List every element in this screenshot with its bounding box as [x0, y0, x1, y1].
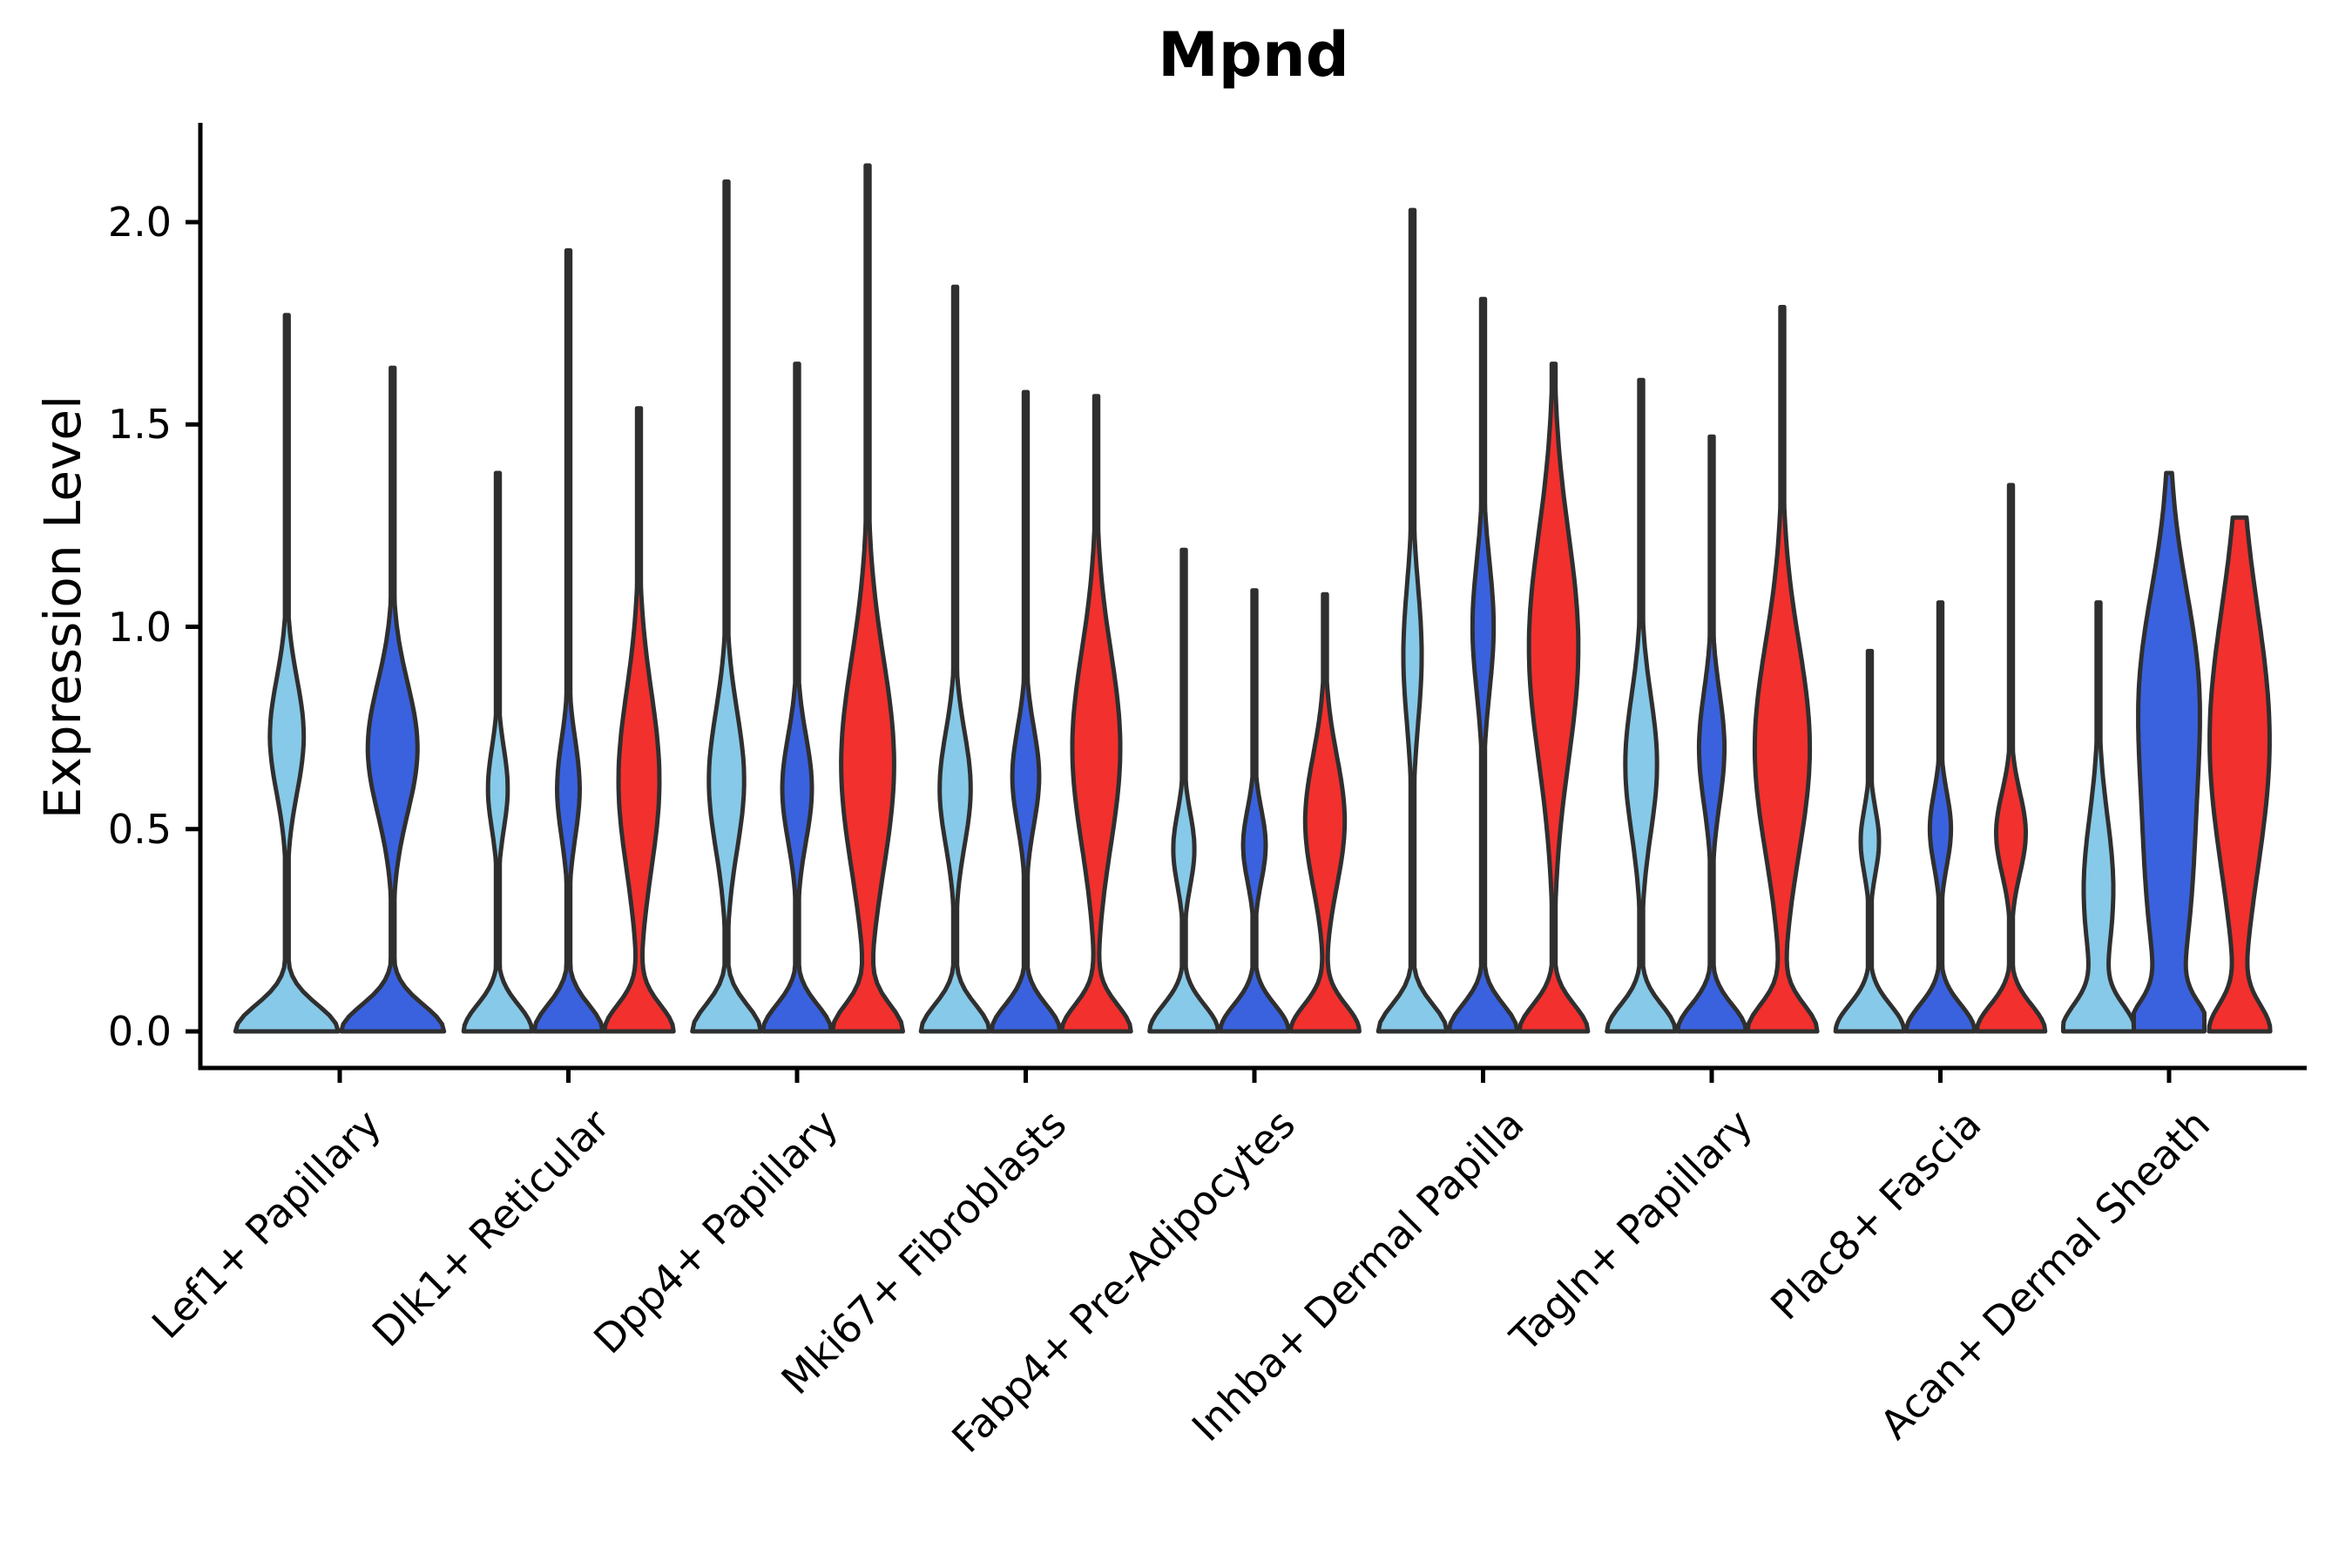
violin-inhba-red	[1517, 362, 1591, 1034]
y-tick-label: 1.0	[107, 603, 172, 651]
violin-plac8-dark_blue	[1903, 600, 1977, 1034]
violin-plac8-light_blue	[1833, 648, 1907, 1034]
violin-lef1-light_blue	[233, 313, 341, 1034]
violin-tagln-light_blue	[1605, 377, 1678, 1034]
violin-tagln-red	[1745, 305, 1820, 1034]
chart-title: Mpnd	[1158, 19, 1349, 91]
violin-acan-red	[2207, 515, 2273, 1034]
y-tick-label: 2.0	[107, 199, 172, 246]
violin-mki67-light_blue	[918, 284, 992, 1034]
violin-dlk1-dark_blue	[531, 248, 605, 1034]
violin-fabp4-light_blue	[1147, 547, 1220, 1034]
violin-mki67-red	[1059, 394, 1133, 1034]
y-tick-label: 0.5	[107, 805, 172, 853]
violin-lef1-dark_blue	[339, 365, 447, 1034]
violin-tagln-dark_blue	[1675, 434, 1748, 1034]
y-axis-label: Expression Level	[33, 395, 92, 820]
violin-fabp4-red	[1288, 591, 1362, 1034]
violin-inhba-light_blue	[1375, 207, 1450, 1034]
violin-dlk1-red	[602, 406, 676, 1034]
violin-dpp4-light_blue	[690, 179, 763, 1034]
violin-inhba-dark_blue	[1446, 296, 1520, 1034]
violin-fabp4-dark_blue	[1218, 588, 1291, 1034]
violin-mki67-dark_blue	[989, 389, 1063, 1034]
y-tick-label: 1.5	[107, 401, 172, 449]
y-tick-label: 0.0	[107, 1008, 172, 1055]
violin-dlk1-light_blue	[461, 470, 535, 1034]
violin-dpp4-dark_blue	[760, 362, 834, 1034]
violin-plac8-red	[1974, 483, 2048, 1034]
violin-dpp4-red	[830, 163, 905, 1034]
violin-acan-dark_blue	[2132, 470, 2207, 1034]
violin-acan-light_blue	[2061, 600, 2136, 1034]
